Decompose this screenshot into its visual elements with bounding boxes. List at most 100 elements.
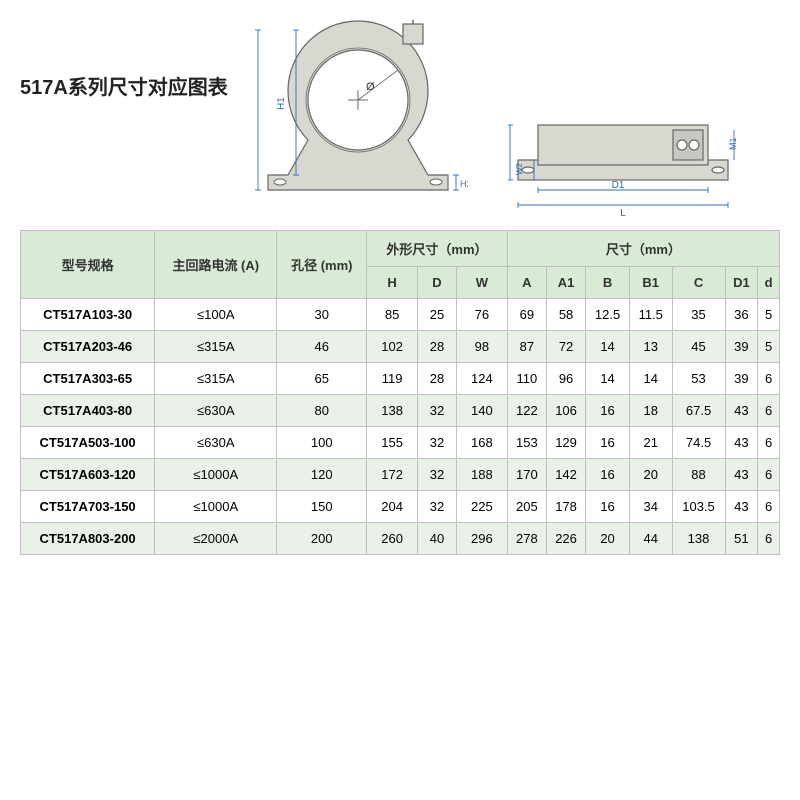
cell-A1: 72 [546, 331, 585, 363]
cell-A: 205 [507, 491, 546, 523]
cell-D: 32 [418, 491, 457, 523]
cell-D: 28 [418, 331, 457, 363]
col-dim-group: 尺寸（mm） [507, 231, 779, 267]
col-D1: D1 [725, 267, 758, 299]
cell-aperture: 200 [277, 523, 367, 555]
cell-model: CT517A303-65 [21, 363, 155, 395]
cell-H: 155 [367, 427, 418, 459]
cell-model: CT517A803-200 [21, 523, 155, 555]
H1-label: H1 [276, 97, 287, 110]
M1-label: M1 [728, 137, 738, 150]
table-row: CT517A203-46≤315A4610228988772141345395 [21, 331, 780, 363]
H-label: H [248, 107, 251, 115]
phi-label: Ø [366, 81, 375, 93]
cell-D1: 43 [725, 427, 758, 459]
cell-D: 32 [418, 459, 457, 491]
diagrams: Ø H H1 H2 [248, 20, 738, 220]
cell-B: 16 [586, 395, 630, 427]
cell-current: ≤1000A [155, 491, 277, 523]
cell-A: 170 [507, 459, 546, 491]
cell-current: ≤100A [155, 299, 277, 331]
cell-model: CT517A403-80 [21, 395, 155, 427]
table-row: CT517A603-120≤1000A120172321881701421620… [21, 459, 780, 491]
cell-W: 124 [456, 363, 507, 395]
cell-A1: 142 [546, 459, 585, 491]
cell-B1: 21 [629, 427, 672, 459]
cell-W: 188 [456, 459, 507, 491]
cell-d: 6 [758, 491, 780, 523]
cell-B1: 44 [629, 523, 672, 555]
cell-D: 40 [418, 523, 457, 555]
page-title: 517A系列尺寸对应图表 [20, 71, 228, 100]
cell-A1: 96 [546, 363, 585, 395]
col-W: W [456, 267, 507, 299]
cell-H: 85 [367, 299, 418, 331]
table-row: CT517A103-30≤100A30852576695812.511.5353… [21, 299, 780, 331]
cell-B1: 18 [629, 395, 672, 427]
cell-D1: 43 [725, 459, 758, 491]
table-row: CT517A403-80≤630A8013832140122106161867.… [21, 395, 780, 427]
cell-D: 32 [418, 395, 457, 427]
cell-d: 6 [758, 395, 780, 427]
cell-aperture: 100 [277, 427, 367, 459]
cell-B: 20 [586, 523, 630, 555]
col-aperture: 孔径 (mm) [277, 231, 367, 299]
cell-D1: 39 [725, 331, 758, 363]
cell-aperture: 150 [277, 491, 367, 523]
table-row: CT517A303-65≤315A65119281241109614145339… [21, 363, 780, 395]
cell-model: CT517A603-120 [21, 459, 155, 491]
cell-C: 67.5 [672, 395, 725, 427]
cell-A: 69 [507, 299, 546, 331]
cell-C: 74.5 [672, 427, 725, 459]
cell-current: ≤315A [155, 331, 277, 363]
cell-C: 53 [672, 363, 725, 395]
cell-W: 76 [456, 299, 507, 331]
cell-A: 153 [507, 427, 546, 459]
table-row: CT517A803-200≤2000A200260402962782262044… [21, 523, 780, 555]
cell-D1: 43 [725, 395, 758, 427]
cell-current: ≤630A [155, 427, 277, 459]
col-H: H [367, 267, 418, 299]
D1-label: D1 [611, 180, 624, 191]
cell-model: CT517A703-150 [21, 491, 155, 523]
col-model: 型号规格 [21, 231, 155, 299]
col-A1: A1 [546, 267, 585, 299]
cell-A1: 106 [546, 395, 585, 427]
cell-d: 5 [758, 299, 780, 331]
cell-W: 140 [456, 395, 507, 427]
cell-model: CT517A103-30 [21, 299, 155, 331]
cell-B1: 20 [629, 459, 672, 491]
cell-B: 16 [586, 427, 630, 459]
cell-H: 172 [367, 459, 418, 491]
col-A: A [507, 267, 546, 299]
cell-H: 102 [367, 331, 418, 363]
col-B: B [586, 267, 630, 299]
cell-current: ≤630A [155, 395, 277, 427]
cell-B1: 11.5 [629, 299, 672, 331]
cell-A: 110 [507, 363, 546, 395]
cell-current: ≤315A [155, 363, 277, 395]
cell-aperture: 120 [277, 459, 367, 491]
col-B1: B1 [629, 267, 672, 299]
cell-d: 6 [758, 523, 780, 555]
cell-D: 25 [418, 299, 457, 331]
cell-D1: 43 [725, 491, 758, 523]
cell-H: 204 [367, 491, 418, 523]
cell-C: 103.5 [672, 491, 725, 523]
col-current: 主回路电流 (A) [155, 231, 277, 299]
cell-A: 278 [507, 523, 546, 555]
side-diagram: W W2 M1 D1 L [508, 90, 738, 220]
W2-label: W2 [515, 162, 524, 175]
col-outer-group: 外形尺寸（mm） [367, 231, 508, 267]
cell-H: 138 [367, 395, 418, 427]
cell-A1: 58 [546, 299, 585, 331]
cell-B1: 14 [629, 363, 672, 395]
cell-C: 88 [672, 459, 725, 491]
table-body: CT517A103-30≤100A30852576695812.511.5353… [21, 299, 780, 555]
table-row: CT517A503-100≤630A1001553216815312916217… [21, 427, 780, 459]
cell-B: 16 [586, 491, 630, 523]
front-diagram: Ø H H1 H2 [248, 20, 468, 220]
cell-B: 14 [586, 363, 630, 395]
H2-label: H2 [460, 179, 468, 189]
cell-H: 119 [367, 363, 418, 395]
